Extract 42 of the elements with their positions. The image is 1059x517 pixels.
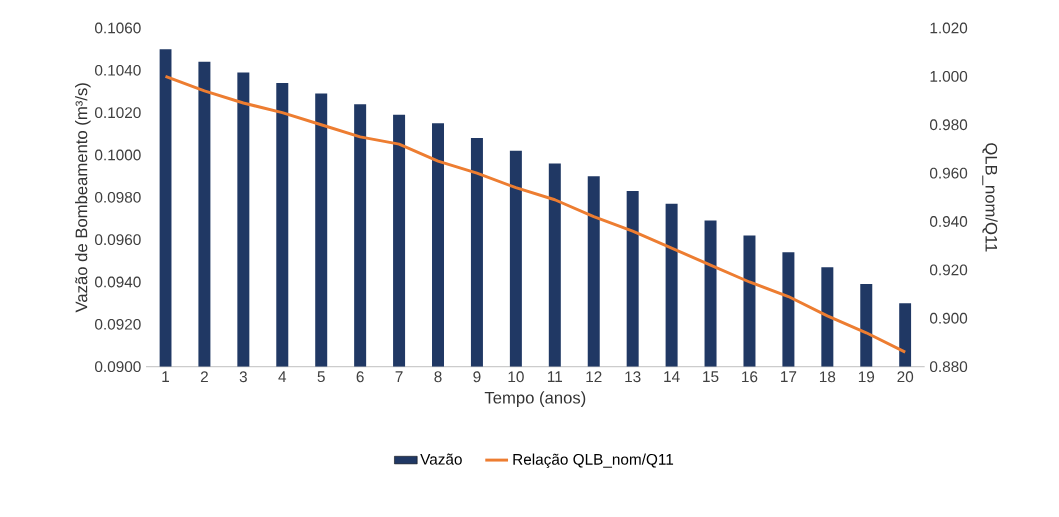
legend-label: Relação QLB_nom/Q11 xyxy=(513,453,674,468)
x-tick-label: 2 xyxy=(200,371,208,383)
y-tick-label: 0.1020 xyxy=(95,107,141,119)
x-tick-label: 13 xyxy=(625,371,641,383)
y-tick-label: 0.0980 xyxy=(95,191,141,203)
x-tick-label: 6 xyxy=(356,371,364,383)
y2-tick-label: 0.960 xyxy=(929,167,968,179)
y-tick-label: 0.1040 xyxy=(95,64,141,76)
y2-tick-label: 0.880 xyxy=(929,361,968,373)
y-tick-label: 0.0920 xyxy=(95,318,141,330)
x-tick-label: 8 xyxy=(434,371,442,383)
x-tick-label: 18 xyxy=(819,371,836,383)
y2-tick-label: 0.940 xyxy=(929,216,968,227)
y-tick-label: 0.0960 xyxy=(95,234,141,246)
x-tick-label: 9 xyxy=(473,371,481,383)
x-tick-label: 5 xyxy=(317,371,325,383)
x-tick-label: 14 xyxy=(664,371,680,382)
x-tick-label: 12 xyxy=(586,371,602,383)
x-tick-label: 17 xyxy=(781,371,797,382)
y-tick-label: 0.1060 xyxy=(95,22,141,34)
x-tick-label: 1 xyxy=(162,371,169,382)
y-tick-label: 0.0940 xyxy=(95,276,141,288)
x-tick-label: 15 xyxy=(703,371,719,383)
x-tick-label: 19 xyxy=(858,371,875,383)
x-tick-label: 10 xyxy=(508,371,524,383)
x-tick-label: 20 xyxy=(897,371,914,383)
y2-axis-title: QLB_nom/Q11 xyxy=(982,143,998,252)
y-tick-label: 0.0900 xyxy=(95,361,141,373)
x-tick-label: 4 xyxy=(278,371,287,382)
y2-tick-label: 1.000 xyxy=(930,70,968,82)
y2-tick-label: 1.020 xyxy=(930,22,968,34)
legend-label: Vazão xyxy=(420,453,462,465)
x-tick-label: 16 xyxy=(742,371,758,383)
y2-tick-label: 0.920 xyxy=(929,264,968,276)
y2-tick-label: 0.980 xyxy=(929,119,968,131)
x-tick-label: 3 xyxy=(239,371,247,383)
y-tick-label: 0.1000 xyxy=(95,149,141,161)
x-tick-label: 11 xyxy=(548,371,563,382)
y2-tick-label: 0.900 xyxy=(929,312,968,324)
x-axis-title: Tempo (anos) xyxy=(484,391,586,407)
y-axis-title: Vazão de Bombeamento (m³/s) xyxy=(75,83,91,313)
x-tick-label: 7 xyxy=(395,371,403,382)
